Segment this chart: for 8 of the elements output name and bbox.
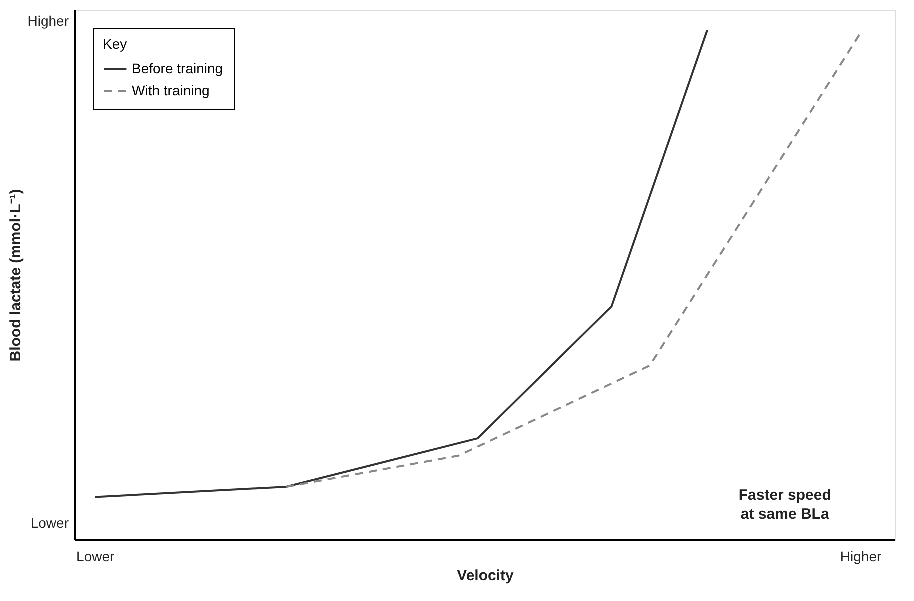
text: Lower: [30, 515, 70, 531]
text: Higher: [28, 13, 70, 29]
legend-label: Before training: [132, 60, 224, 76]
x-axis-title: Velocity: [457, 568, 515, 584]
legend-title: Key: [103, 36, 128, 52]
legend-label: With training: [132, 82, 210, 98]
y-axis-title: Blood lactate (mmol·L⁻¹): [8, 189, 24, 362]
annotation: Faster speed at same BLa: [738, 487, 832, 523]
